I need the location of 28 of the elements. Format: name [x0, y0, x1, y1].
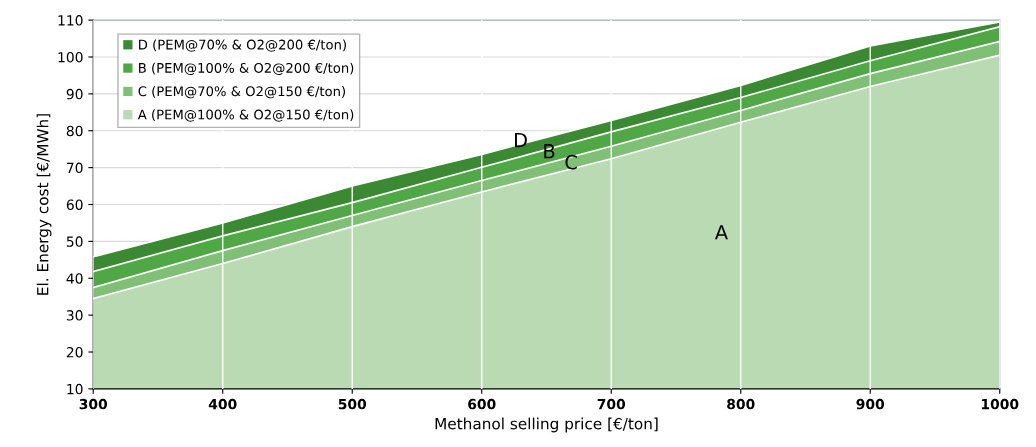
legend-label: B (PEM@100% & O2@200 €/ton) [139, 62, 354, 76]
y-tick-label: 90 [66, 88, 83, 100]
x-tick-label: 500 [338, 398, 367, 410]
x-tick-label: 1000 [981, 398, 1019, 410]
annotation: D [515, 133, 527, 148]
annotation: C [565, 154, 577, 170]
x-axis-title: Methanol selling price [€/ton] [435, 417, 658, 433]
y-tick-label: 70 [66, 162, 83, 174]
y-tick-label: 10 [67, 383, 83, 395]
legend-label: C (PEM@70% & O2@150 €/ton) [138, 86, 345, 99]
y-tick-label: 60 [66, 199, 83, 210]
y-tick-label: 110 [58, 15, 83, 26]
x-tick-label: 800 [727, 398, 755, 410]
x-tick-label: 400 [208, 398, 237, 410]
y-tick-label: 50 [66, 236, 83, 247]
y-tick-label: 80 [66, 125, 83, 137]
x-tick-label: 600 [468, 398, 496, 410]
legend-label: D (PEM@70% & O2@200 €/ton) [139, 39, 346, 52]
legend-label: A (PEM@100% & O2@150 €/ton) [137, 109, 354, 122]
annotation: A [714, 225, 728, 240]
x-tick-label: 700 [597, 398, 626, 410]
y-tick-label: 100 [58, 51, 83, 63]
y-tick-label: 30 [66, 310, 83, 321]
y-tick-label: 40 [66, 273, 83, 284]
x-tick-label: 300 [79, 398, 108, 410]
y-axis-title: El. Energy cost [€/MWh] [36, 114, 52, 295]
y-tick-label: 20 [66, 346, 83, 358]
x-tick-label: 900 [856, 398, 885, 410]
